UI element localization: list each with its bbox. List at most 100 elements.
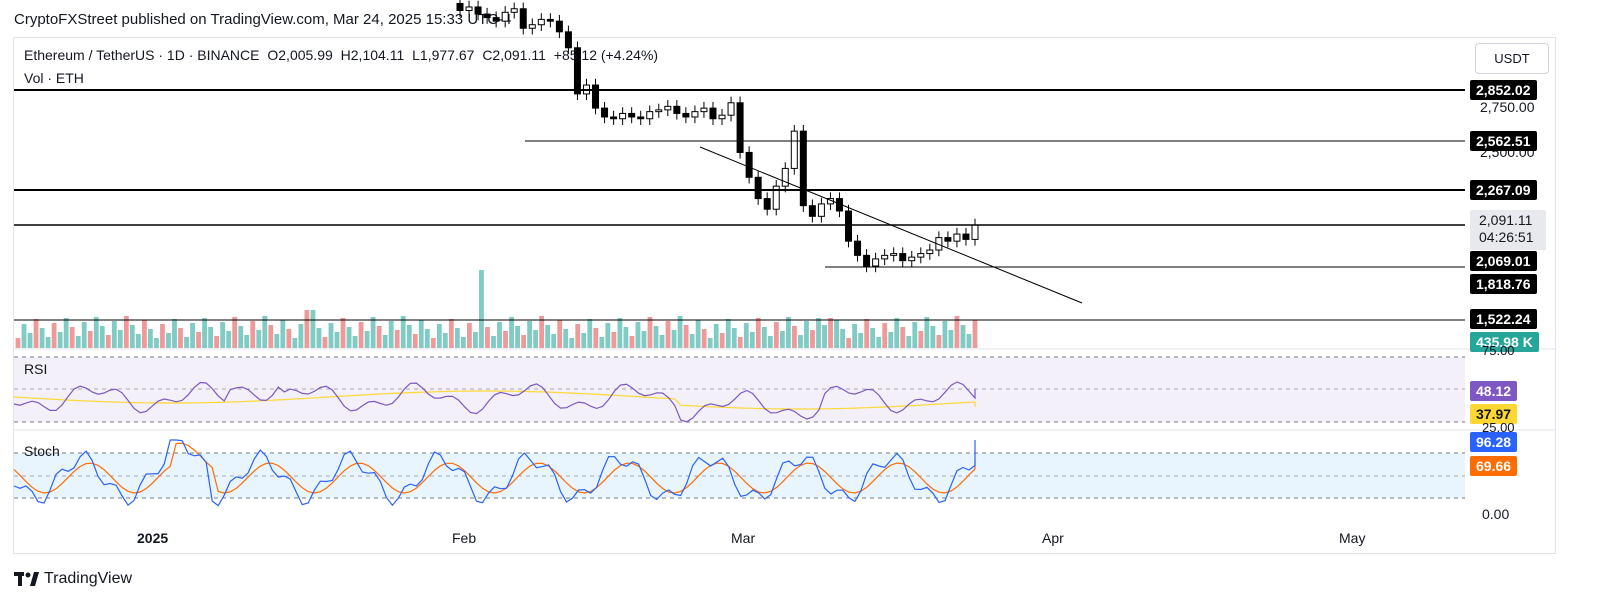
volume-bar (352, 336, 358, 348)
volume-bar (232, 317, 238, 348)
volume-bar (960, 325, 966, 348)
volume-bar (852, 324, 858, 348)
volume-bar (647, 317, 653, 348)
volume-bar (370, 317, 376, 348)
volume-bar (412, 334, 418, 348)
volume-bar (858, 333, 864, 348)
volume-bar (226, 331, 232, 348)
volume-bar (563, 329, 569, 348)
volume-bar (479, 270, 484, 348)
symbol-legend[interactable]: Ethereum / TetherUS · 1D · BINANCE O2,00… (24, 47, 662, 63)
stoch-title[interactable]: Stoch (24, 443, 60, 459)
volume-tag: 435.98 K (1470, 332, 1539, 352)
volume-bar (129, 325, 135, 348)
volume-bar (834, 320, 839, 348)
last-price-box: 2,091.11 04:26:51 (1470, 210, 1546, 250)
volume-bar (719, 333, 725, 348)
volume-bar (286, 329, 292, 348)
stoch-d-tag: 69.66 (1470, 456, 1518, 476)
volume-bar (804, 321, 809, 348)
volume-bar (491, 336, 496, 348)
rsi-lower-tick: 25.00 (1482, 420, 1515, 435)
volume-bar (394, 330, 400, 348)
volume-bar (972, 320, 978, 348)
volume-bar (864, 319, 870, 348)
volume-bar (695, 320, 701, 348)
ohlc-open: O2,005.99 (267, 47, 333, 63)
candle-up (781, 167, 789, 187)
candle-down (763, 198, 771, 210)
candle-up (772, 185, 780, 210)
candle-up (971, 224, 979, 240)
candle-up (664, 105, 672, 111)
tradingview-logo[interactable]: TradingView (14, 570, 132, 588)
volume-bar (292, 338, 298, 348)
volume-bar (761, 327, 767, 348)
volume-bar (569, 338, 575, 348)
volume-bar (166, 333, 171, 348)
volume-bar (358, 322, 364, 348)
volume-bar (27, 333, 33, 348)
volume-bar (105, 335, 111, 348)
rsi-upper-tick: 75.00 (1482, 343, 1515, 358)
volume-bar (773, 322, 779, 348)
candle-up (510, 8, 518, 13)
volume-bar (340, 318, 346, 348)
volume-bar (346, 327, 352, 348)
volume-bars (15, 270, 978, 348)
volume-bar (467, 323, 472, 348)
candle-up (465, 6, 473, 12)
volume-bar (840, 329, 845, 348)
volume-bar (509, 317, 514, 348)
volume-bar (792, 326, 797, 348)
volume-bar (376, 326, 382, 348)
volume-bar (21, 324, 27, 348)
ohlc-close: C2,091.11 (482, 47, 546, 63)
level-tag-1818: 1,818.76 (1470, 274, 1537, 294)
volume-bar (406, 325, 412, 348)
last-price-value: 2,091.11 (1479, 212, 1533, 228)
x-tick-may: May (1339, 530, 1366, 546)
candle-up (790, 130, 798, 169)
currency-button[interactable]: USDT (1475, 43, 1549, 74)
volume-bar (629, 336, 635, 348)
candle-down (474, 6, 482, 15)
volume-bar (593, 328, 599, 348)
volume-bar (882, 323, 888, 348)
x-tick-feb: Feb (452, 530, 477, 546)
volume-bar (677, 316, 683, 348)
volume-bar (683, 325, 689, 348)
candle-up (718, 114, 726, 120)
volume-bar (798, 335, 803, 348)
volume-bar (63, 318, 69, 348)
rsi-title[interactable]: RSI (24, 361, 48, 377)
volume-bar (268, 325, 274, 348)
volume-bar (713, 324, 719, 348)
volume-bar (256, 330, 262, 348)
stoch-zero-tick: 0.00 (1482, 506, 1510, 522)
candle-up (817, 203, 825, 217)
volume-bar (322, 337, 328, 348)
volume-bar (701, 329, 707, 348)
volume-bar (485, 327, 490, 348)
volume-bar (900, 327, 906, 348)
volume-bar (599, 337, 605, 348)
candle-up (881, 254, 889, 260)
candle-up (926, 249, 934, 255)
candle-up (655, 109, 663, 113)
level-tag-2562: 2,562.51 (1470, 131, 1537, 151)
volume-bar (473, 332, 478, 348)
price-change: +85.12 (+4.24%) (553, 47, 659, 63)
volume-bar (316, 328, 322, 348)
volume-legend[interactable]: Vol · ETH (24, 70, 84, 86)
volume-bar (93, 317, 99, 348)
candle-down (754, 176, 762, 200)
candle-down (854, 240, 862, 256)
axis-tick-2750: 2,750.00 (1480, 99, 1535, 115)
volume-bar (617, 318, 623, 348)
volume-bar (671, 330, 677, 348)
bar-countdown: 04:26:51 (1479, 229, 1534, 245)
candle-up (727, 102, 735, 116)
candle-down (899, 253, 907, 262)
